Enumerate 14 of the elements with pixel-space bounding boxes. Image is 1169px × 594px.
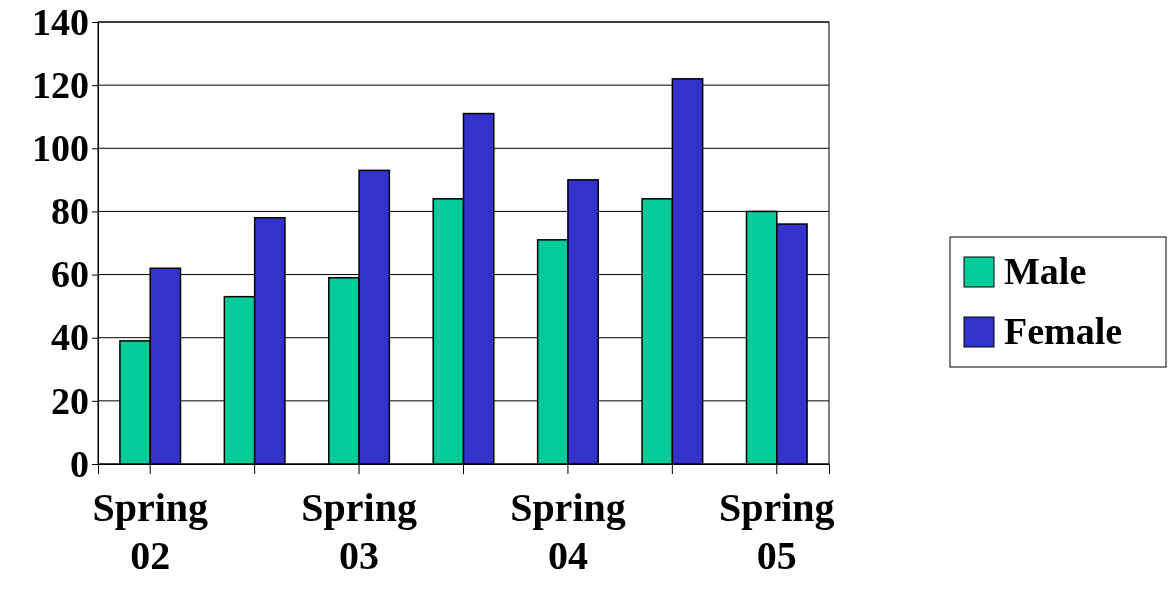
y-tick-label: 100 <box>32 126 89 169</box>
x-tick-label: Spring 04 <box>510 485 626 578</box>
x-tick-label: Spring 05 <box>718 485 835 578</box>
y-tick-label: 140 <box>32 0 89 43</box>
y-tick-label: 120 <box>32 63 89 106</box>
y-tick-label: 40 <box>51 316 89 359</box>
y-tick-label: 60 <box>51 253 89 296</box>
y-tick-label: 20 <box>51 379 89 422</box>
x-tick-label: Spring 03 <box>301 485 417 578</box>
y-tick-label: 0 <box>70 442 89 485</box>
y-tick-label: 80 <box>51 190 89 233</box>
legend-label: Male <box>1004 250 1087 292</box>
legend-label: Female <box>1004 310 1123 352</box>
x-tick-label: Spring 02 <box>92 485 209 578</box>
